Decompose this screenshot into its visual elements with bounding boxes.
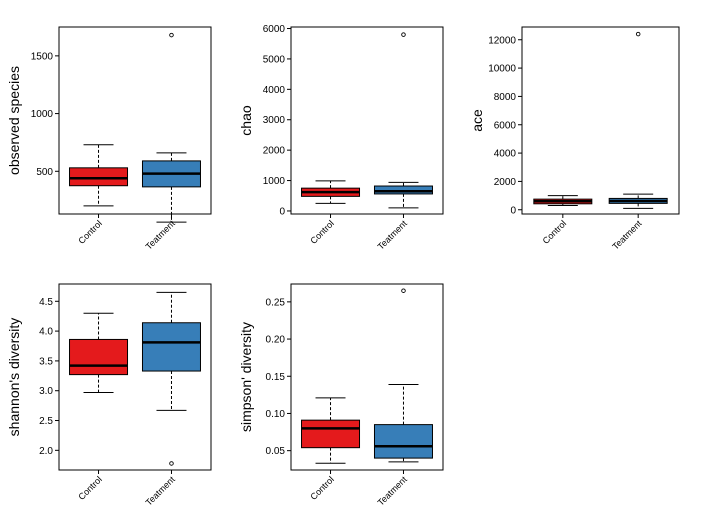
y-tick-label: 3000	[263, 115, 286, 126]
iqr-box	[373, 424, 433, 459]
box-control	[69, 312, 129, 393]
outlier-point	[635, 31, 641, 37]
x-tick-label: Control	[76, 218, 104, 246]
iqr-box	[69, 338, 129, 376]
box-control	[533, 195, 593, 206]
y-tick-label: 5000	[263, 54, 286, 65]
outlier-point	[169, 32, 174, 38]
panel-5: 0.05 0.10 0.15 0.20 0.25 simpson' diversity Co…	[238, 283, 444, 508]
x-tick-label: Teatment	[144, 218, 178, 252]
y-tick-label: 10000	[488, 64, 516, 75]
y-tick-label: 6000	[263, 24, 286, 35]
plot-frame	[290, 26, 444, 215]
outlier-point	[401, 32, 406, 37]
iqr-box	[141, 322, 201, 372]
y-tick-label: 0.20	[266, 335, 286, 346]
x-tick-label: Control	[308, 474, 336, 502]
x-tick-label: Control	[541, 218, 569, 246]
y-tick-label: 1000	[263, 176, 286, 187]
box-control	[301, 397, 361, 464]
panel-2: 0 1000 2000 3000 4000 5000 6000 chao Control Teat…	[238, 24, 444, 252]
x-tick-label: Teatment	[376, 474, 410, 508]
box-teatment	[608, 31, 668, 209]
y-tick-label: 0.15	[266, 372, 286, 383]
y-axis-label: simpson' diversity	[238, 322, 254, 432]
box-teatment	[373, 288, 433, 463]
y-tick-label: 0.25	[266, 297, 286, 308]
y-axis-label: shannon's diversity	[6, 318, 22, 437]
y-axis-label: ace	[469, 109, 485, 132]
y-tick-label: 0	[510, 205, 516, 216]
panel-3: 0 2000 4000 6000 8000 10000 12000 ace Control Tea…	[469, 26, 680, 252]
box-teatment	[141, 291, 201, 466]
y-tick-label: 4.0	[39, 327, 53, 338]
x-tick-label: Teatment	[144, 474, 178, 508]
y-tick-label: 8000	[494, 92, 517, 103]
panel-1: 500 1000 1500 observed species Control Teatme…	[6, 26, 212, 252]
plot-frame	[290, 283, 444, 471]
y-tick-label: 1500	[31, 51, 54, 62]
y-tick-label: 4000	[494, 149, 517, 160]
x-tick-label: Teatment	[376, 218, 410, 252]
box-control	[69, 144, 129, 207]
y-tick-label: 2.0	[39, 446, 53, 457]
y-tick-label: 500	[36, 167, 53, 178]
x-tick-label: Control	[308, 218, 336, 246]
x-tick-label: Control	[76, 474, 104, 502]
y-tick-label: 4.5	[39, 297, 53, 308]
y-tick-label: 0	[279, 206, 285, 217]
y-tick-label: 2.5	[39, 416, 53, 427]
y-tick-label: 0.10	[266, 409, 286, 420]
outlier-point	[401, 288, 406, 293]
y-tick-label: 3.0	[39, 386, 53, 397]
y-tick-label: 2000	[263, 146, 286, 157]
outlier-point	[169, 461, 174, 466]
y-axis-label: chao	[238, 105, 254, 136]
x-tick-label: Teatment	[610, 218, 644, 252]
y-tick-label: 6000	[494, 120, 517, 131]
box-teatment	[141, 32, 201, 223]
plot-frame	[521, 26, 680, 215]
box-control	[301, 180, 361, 204]
y-tick-label: 3.5	[39, 356, 53, 367]
plot-frame	[58, 283, 212, 471]
iqr-box	[69, 167, 129, 187]
y-tick-label: 12000	[488, 35, 516, 46]
y-tick-label: 0.05	[266, 446, 286, 457]
plot-frame	[58, 26, 212, 215]
y-tick-label: 2000	[494, 177, 517, 188]
y-tick-label: 4000	[263, 85, 286, 96]
panel-4: 2.0 2.5 3.0 3.5 4.0 4.5 shannon's diversity Con…	[6, 283, 212, 508]
box-teatment	[373, 32, 433, 209]
y-axis-label: observed species	[6, 66, 22, 175]
y-tick-label: 1000	[31, 109, 54, 120]
iqr-box	[301, 419, 361, 449]
